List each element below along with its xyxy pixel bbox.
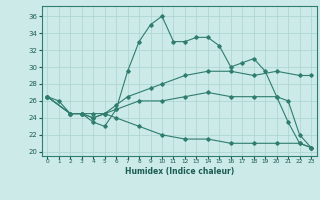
X-axis label: Humidex (Indice chaleur): Humidex (Indice chaleur) (124, 167, 234, 176)
